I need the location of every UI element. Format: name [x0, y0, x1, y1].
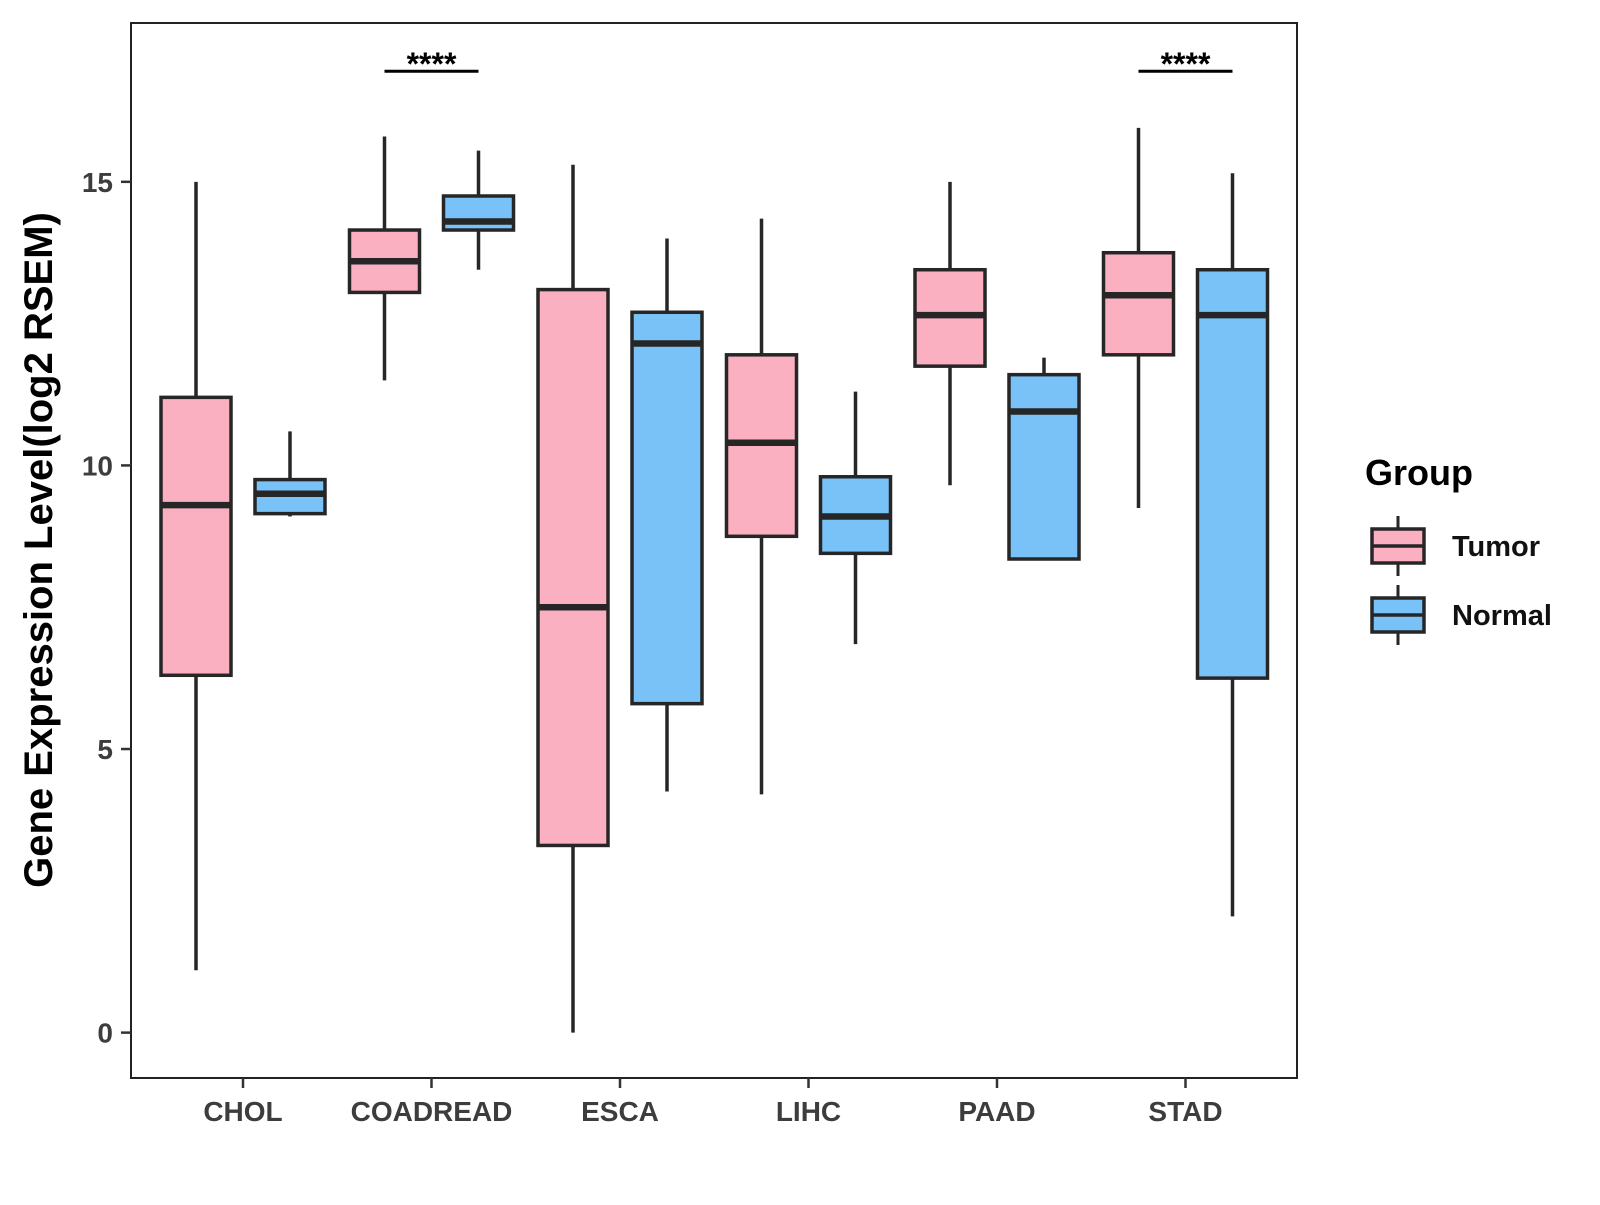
box-body-esca-normal — [630, 310, 704, 706]
box-body-esca-tumor — [536, 287, 610, 848]
box-body-chol-tumor — [159, 395, 233, 678]
box-stad-tumor — [1101, 127, 1176, 508]
box-body-coadread-normal — [441, 194, 516, 232]
y-tick-label-10: 10 — [82, 450, 113, 481]
y-tick-label-0: 0 — [97, 1018, 113, 1049]
significance-label-stad: **** — [1161, 46, 1211, 82]
box-coadread-tumor — [347, 136, 422, 381]
x-tick-label-coadread: COADREAD — [351, 1096, 513, 1127]
significance-label-coadread: **** — [407, 46, 457, 82]
legend-title: Group — [1365, 452, 1473, 493]
box-body-paad-normal — [1007, 372, 1081, 561]
y-tick-label-5: 5 — [97, 734, 113, 765]
box-lihc-normal — [818, 391, 893, 645]
box-coadread-normal — [441, 150, 516, 270]
y-axis-label: Gene Expression Level(log2 RSEM) — [17, 212, 61, 888]
x-tick-label-chol: CHOL — [203, 1096, 282, 1127]
y-tick-label-15: 15 — [82, 167, 113, 198]
box-paad-tumor — [913, 181, 987, 486]
box-paad-normal — [1007, 357, 1081, 561]
x-tick-label-lihc: LIHC — [776, 1096, 841, 1127]
box-lihc-tumor — [724, 218, 799, 795]
legend-label-normal: Normal — [1452, 600, 1552, 632]
x-tick-label-stad: STAD — [1148, 1096, 1222, 1127]
x-tick-label-paad: PAAD — [958, 1096, 1035, 1127]
box-esca-tumor — [536, 164, 610, 1033]
box-chol-normal — [253, 431, 327, 517]
plot-panel-border — [130, 22, 1298, 1079]
box-chol-tumor — [159, 181, 233, 971]
legend-label-tumor: Tumor — [1452, 531, 1540, 563]
box-body-stad-tumor — [1101, 250, 1176, 357]
box-body-stad-normal — [1195, 267, 1270, 680]
box-stad-normal — [1195, 173, 1270, 917]
box-esca-normal — [630, 238, 704, 792]
x-tick-label-esca: ESCA — [581, 1096, 659, 1127]
